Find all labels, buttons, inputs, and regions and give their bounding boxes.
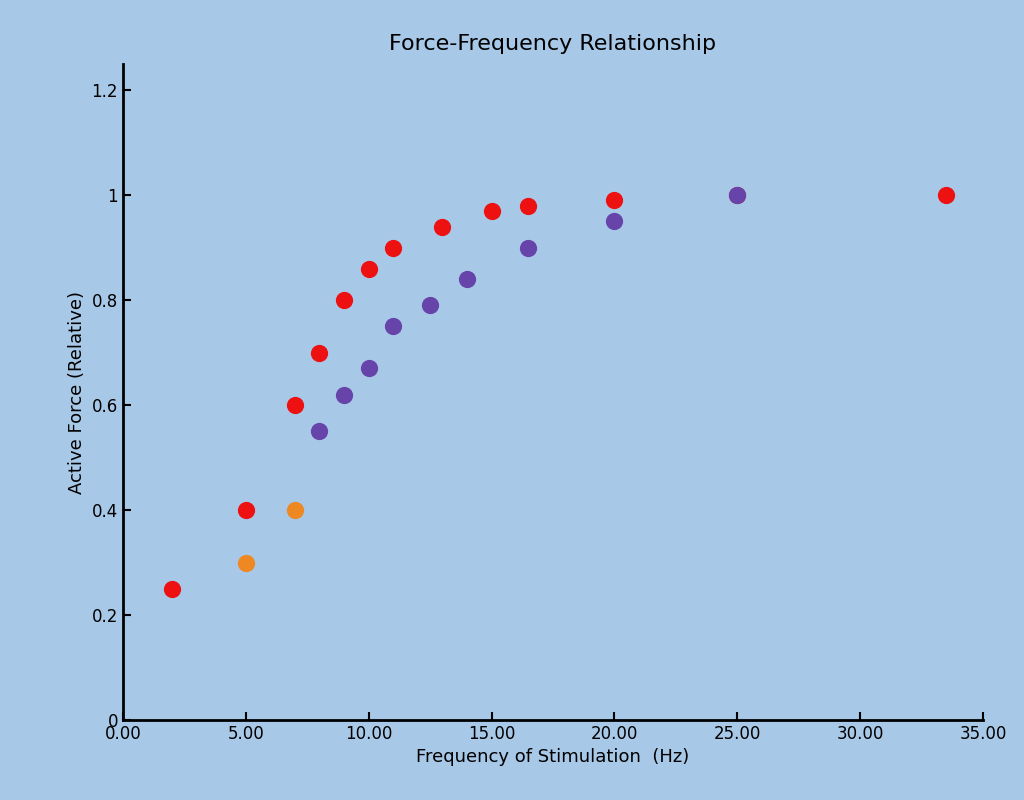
Point [336, 388, 352, 401]
Point [483, 205, 500, 218]
Point [238, 556, 254, 569]
Point [238, 504, 254, 517]
Point [360, 262, 377, 275]
Point [520, 199, 537, 212]
Point [459, 273, 475, 286]
Point [385, 320, 401, 333]
Point [938, 189, 954, 202]
Point [729, 189, 745, 202]
Point [311, 346, 328, 359]
Point [360, 362, 377, 374]
Y-axis label: Active Force (Relative): Active Force (Relative) [68, 290, 86, 494]
Point [164, 582, 180, 595]
Point [287, 398, 303, 411]
Point [336, 294, 352, 306]
Point [311, 425, 328, 438]
Point [385, 242, 401, 254]
Point [606, 215, 623, 228]
Point [287, 504, 303, 517]
Point [606, 194, 623, 207]
Point [729, 189, 745, 202]
Title: Force-Frequency Relationship: Force-Frequency Relationship [389, 34, 717, 54]
X-axis label: Frequency of Stimulation  (Hz): Frequency of Stimulation (Hz) [417, 749, 689, 766]
Point [434, 220, 451, 233]
Point [422, 299, 438, 312]
Point [520, 242, 537, 254]
